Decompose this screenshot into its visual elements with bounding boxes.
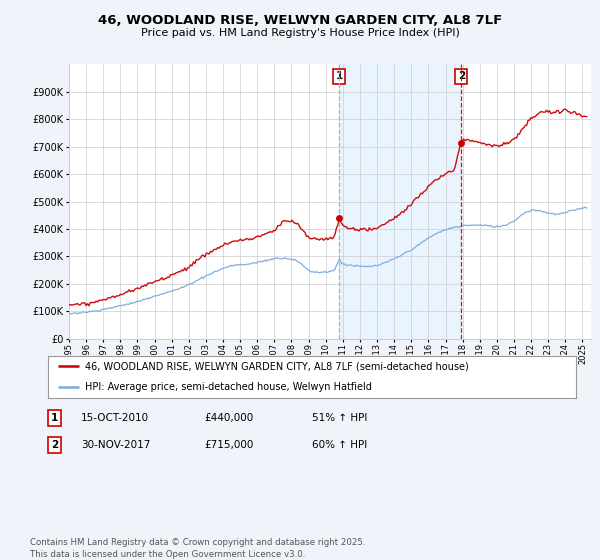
Text: 2: 2 <box>51 440 58 450</box>
Text: 46, WOODLAND RISE, WELWYN GARDEN CITY, AL8 7LF (semi-detached house): 46, WOODLAND RISE, WELWYN GARDEN CITY, A… <box>85 361 469 371</box>
Text: 2: 2 <box>458 71 465 81</box>
Text: 51% ↑ HPI: 51% ↑ HPI <box>312 413 367 423</box>
Text: 15-OCT-2010: 15-OCT-2010 <box>81 413 149 423</box>
Text: 1: 1 <box>335 71 343 81</box>
Text: 30-NOV-2017: 30-NOV-2017 <box>81 440 151 450</box>
Text: Price paid vs. HM Land Registry's House Price Index (HPI): Price paid vs. HM Land Registry's House … <box>140 28 460 38</box>
Text: Contains HM Land Registry data © Crown copyright and database right 2025.
This d: Contains HM Land Registry data © Crown c… <box>30 538 365 559</box>
Text: £440,000: £440,000 <box>204 413 253 423</box>
Text: HPI: Average price, semi-detached house, Welwyn Hatfield: HPI: Average price, semi-detached house,… <box>85 382 372 392</box>
Bar <box>339 64 461 339</box>
Text: 46, WOODLAND RISE, WELWYN GARDEN CITY, AL8 7LF: 46, WOODLAND RISE, WELWYN GARDEN CITY, A… <box>98 14 502 27</box>
Text: 60% ↑ HPI: 60% ↑ HPI <box>312 440 367 450</box>
Text: £715,000: £715,000 <box>204 440 253 450</box>
Text: 1: 1 <box>51 413 58 423</box>
